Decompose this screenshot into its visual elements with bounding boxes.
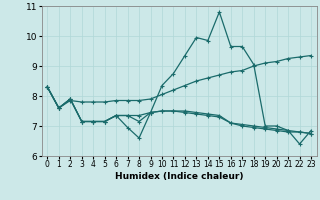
X-axis label: Humidex (Indice chaleur): Humidex (Indice chaleur) <box>115 172 244 181</box>
